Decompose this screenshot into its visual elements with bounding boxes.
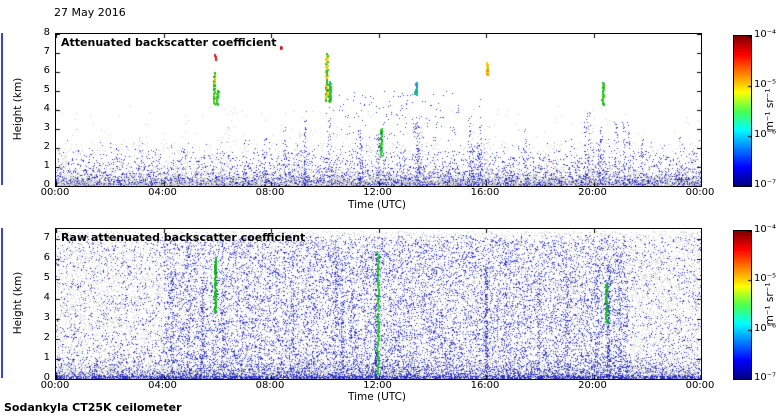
window-edge-artifact-bottom — [1, 228, 3, 378]
raw-colorbar-unit-label: m⁻¹ sr⁻¹ — [763, 282, 776, 326]
x-tick-label: 00:00 — [40, 187, 70, 198]
y-tick-label: 2 — [43, 141, 50, 152]
x-tick-label: 12:00 — [363, 380, 392, 391]
x-tick-label: 04:00 — [148, 187, 177, 198]
raw-colorbar — [733, 230, 752, 380]
colorbar-tick-label: 10⁻⁵ — [754, 79, 777, 90]
x-tick-label: 16:00 — [470, 380, 500, 391]
y-tick-label: 6 — [43, 252, 50, 263]
date-label: 27 May 2016 — [54, 6, 126, 19]
y-tick-label: 2 — [43, 332, 50, 343]
x-tick-label: 12:00 — [363, 187, 392, 198]
y-tick-label: 8 — [43, 27, 50, 38]
y-tick-label: 3 — [43, 312, 50, 323]
colorbar-tick-label: 10⁻⁵ — [754, 273, 777, 285]
raw-plot-title: Raw attenuated backscatter coefficient — [61, 231, 306, 244]
y-tick-label: 7 — [43, 232, 50, 243]
y-tick-label: 3 — [43, 122, 50, 133]
processed-colorbar — [733, 35, 752, 187]
processed-backscatter-plot — [55, 33, 702, 187]
y-tick-label: 7 — [43, 46, 50, 57]
processed-xlabel: Time (UTC) — [347, 199, 407, 211]
y-tick-label: 0 — [43, 179, 50, 190]
processed-colorbar-unit-label: m⁻¹ sr⁻¹ — [763, 88, 776, 132]
y-tick-label: 4 — [43, 103, 50, 114]
x-tick-label: 16:00 — [470, 187, 500, 198]
x-tick-label: 04:00 — [148, 380, 177, 391]
x-tick-label: 08:00 — [255, 187, 285, 198]
instrument-footer-label: Sodankyla CT25K ceilometer — [4, 401, 182, 414]
raw-ylabel: Height (km) — [11, 271, 24, 335]
y-tick-label: 1 — [43, 352, 50, 363]
x-tick-label: 00:00 — [40, 380, 70, 391]
processed-ylabel: Height (km) — [11, 77, 24, 141]
colorbar-tick-label: 10⁻⁷ — [754, 372, 777, 383]
x-tick-label: 00:00 — [685, 187, 715, 198]
x-tick-label: 20:00 — [578, 187, 607, 198]
y-tick-label: 1 — [43, 160, 50, 171]
colorbar-tick-label: 10⁻⁷ — [754, 179, 777, 190]
x-tick-label: 20:00 — [578, 380, 607, 391]
colorbar-tick-label: 10⁻⁶ — [754, 322, 777, 334]
processed-plot-title: Attenuated backscatter coefficient — [61, 36, 277, 49]
x-tick-label: 00:00 — [685, 380, 715, 391]
y-tick-label: 0 — [43, 372, 50, 383]
colorbar-tick-label: 10⁻⁴ — [754, 29, 777, 40]
window-edge-artifact-top — [1, 33, 3, 185]
y-tick-label: 6 — [43, 65, 50, 76]
y-tick-label: 5 — [43, 272, 50, 283]
x-tick-label: 08:00 — [255, 380, 285, 391]
y-tick-label: 5 — [43, 84, 50, 95]
colorbar-tick-label: 10⁻⁶ — [754, 129, 777, 140]
y-tick-label: 4 — [43, 292, 50, 303]
raw-xlabel: Time (UTC) — [347, 391, 407, 403]
colorbar-tick-label: 10⁻⁴ — [754, 224, 777, 235]
raw-backscatter-plot — [55, 228, 702, 380]
